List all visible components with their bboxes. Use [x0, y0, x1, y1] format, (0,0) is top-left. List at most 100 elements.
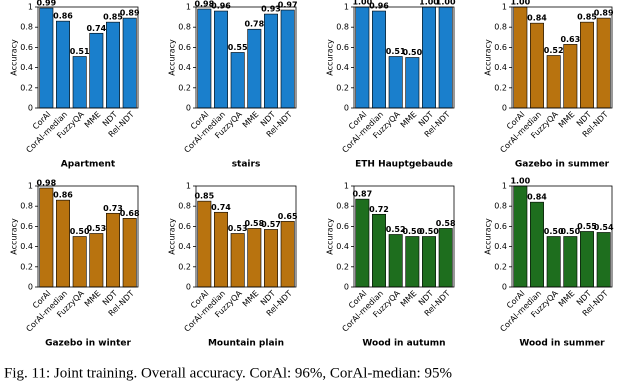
- subplot-title: Wood in summer: [519, 339, 605, 349]
- y-axis-label: Accuracy: [484, 39, 493, 76]
- value-label: 0.78: [244, 20, 264, 29]
- value-label: 1.00: [436, 0, 456, 7]
- value-label: 0.96: [211, 2, 231, 11]
- value-label: 0.85: [194, 192, 214, 201]
- bar: [388, 56, 403, 109]
- value-label: 0.87: [352, 190, 372, 199]
- plot-frame: [353, 185, 455, 288]
- y-tick-label: 0.8: [20, 23, 33, 32]
- bar: [264, 13, 278, 109]
- y-axis-label: Accuracy: [168, 39, 177, 76]
- plot-frame: [37, 6, 139, 109]
- y-tick-label: 0.8: [494, 23, 507, 32]
- y-tick-label: 0.6: [336, 43, 349, 52]
- bar: [372, 10, 386, 109]
- y-tick-label: 0: [344, 283, 349, 292]
- x-tick-label: MME: [399, 110, 419, 130]
- value-label: 1.00: [419, 0, 439, 7]
- plot-frame: [511, 6, 613, 109]
- bar: [422, 236, 436, 288]
- x-tick-label: MME: [241, 289, 261, 309]
- bar: [513, 6, 528, 109]
- plot-frame: [195, 6, 297, 109]
- value-label: 0.50: [419, 227, 439, 236]
- bar: [214, 211, 228, 288]
- y-tick-label: 1: [186, 182, 191, 191]
- y-axis-label: Accuracy: [326, 39, 335, 76]
- bar: [106, 212, 120, 288]
- y-tick-label: 1: [502, 3, 507, 12]
- value-label: 0.55: [228, 43, 248, 52]
- value-label: 0.58: [244, 219, 264, 228]
- value-label: 0.51: [386, 47, 406, 56]
- y-tick-label: 0.2: [20, 262, 33, 271]
- bar: [72, 236, 87, 288]
- y-tick-label: 0.2: [336, 83, 349, 92]
- y-tick-label: 0.4: [336, 242, 349, 251]
- y-tick-label: 0.2: [20, 83, 33, 92]
- bar: [280, 9, 295, 109]
- y-tick-label: 0.8: [20, 202, 33, 211]
- value-label: 0.84: [527, 193, 547, 202]
- bar: [230, 52, 245, 109]
- bar: [546, 236, 561, 288]
- value-label: 0.57: [261, 220, 281, 229]
- bar: [388, 234, 403, 288]
- plot-frame: [37, 185, 139, 288]
- y-tick-label: 0: [28, 104, 33, 113]
- value-label: 0.74: [86, 24, 106, 33]
- y-tick-label: 0.4: [336, 63, 349, 72]
- y-tick-label: 0.4: [20, 242, 33, 251]
- bar: [264, 229, 278, 288]
- value-label: 0.50: [402, 227, 422, 236]
- subplot: 00.20.40.60.81Accuracy1.00CorAl0.96CorAl…: [326, 0, 456, 170]
- value-label: 0.86: [53, 12, 73, 21]
- y-tick-label: 0.2: [494, 262, 507, 271]
- value-label: 0.53: [86, 224, 106, 233]
- value-label: 0.96: [369, 2, 389, 11]
- y-tick-label: 0: [502, 283, 507, 292]
- bar: [596, 17, 611, 109]
- subplot-title: ETH Hauptgebaude: [355, 160, 453, 170]
- value-label: 0.50: [560, 227, 580, 236]
- value-label: 1.00: [510, 177, 530, 186]
- value-label: 0.86: [53, 191, 73, 200]
- subplot: 00.20.40.60.81Accuracy1.00CorAl0.84CorAl…: [484, 177, 614, 349]
- subplot-title: Gazebo in winter: [45, 339, 131, 349]
- value-label: 0.85: [577, 13, 597, 22]
- value-label: 0.89: [594, 9, 614, 18]
- subplot: 00.20.40.60.81Accuracy0.99CorAl0.86CorAl…: [10, 0, 140, 170]
- bar: [530, 201, 544, 288]
- y-tick-label: 0.4: [20, 63, 33, 72]
- subplot: 00.20.40.60.81Accuracy0.87CorAl0.72CorAl…: [326, 182, 456, 349]
- y-axis-label: Accuracy: [326, 218, 335, 255]
- subplot-title: stairs: [232, 160, 261, 170]
- bar: [56, 199, 70, 288]
- value-label: 0.52: [386, 225, 406, 234]
- x-tick-label: MME: [83, 289, 103, 309]
- value-label: 0.50: [70, 227, 90, 236]
- value-label: 0.72: [369, 205, 389, 214]
- x-tick-label: MME: [557, 110, 577, 130]
- y-tick-label: 1: [28, 182, 33, 191]
- bar: [39, 7, 54, 109]
- y-tick-label: 0.6: [336, 222, 349, 231]
- subplot-title: Apartment: [61, 160, 116, 170]
- value-label: 0.52: [544, 46, 564, 55]
- bar: [89, 32, 104, 109]
- y-tick-label: 0.4: [494, 63, 507, 72]
- x-tick-label: MME: [241, 110, 261, 130]
- y-tick-label: 0: [344, 104, 349, 113]
- y-tick-label: 0.8: [336, 23, 349, 32]
- bar: [405, 236, 420, 288]
- bar: [197, 200, 212, 288]
- y-tick-label: 0.6: [494, 222, 507, 231]
- value-label: 0.93: [261, 5, 281, 14]
- bar: [122, 218, 137, 288]
- value-label: 0.98: [194, 0, 214, 9]
- bar: [72, 56, 87, 109]
- y-tick-label: 0.6: [494, 43, 507, 52]
- bar: [89, 233, 104, 288]
- bar: [438, 228, 453, 288]
- y-tick-label: 0.6: [20, 43, 33, 52]
